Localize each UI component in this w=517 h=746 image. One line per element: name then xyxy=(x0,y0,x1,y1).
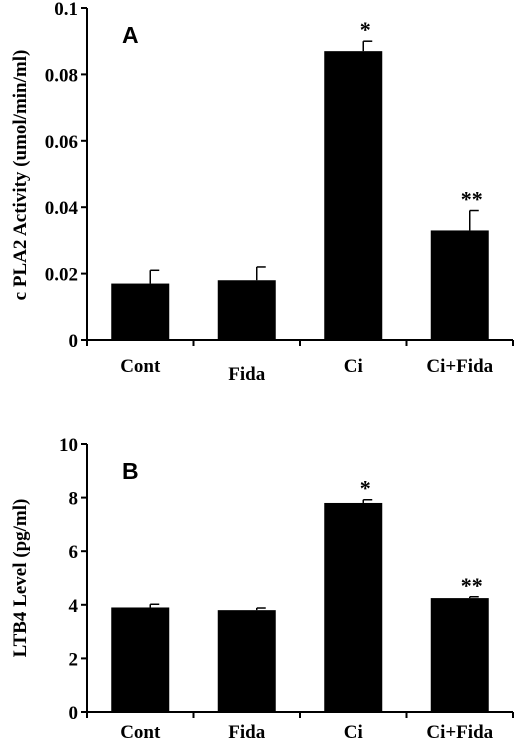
category-label-a: Cont xyxy=(120,356,161,377)
bar-a-fida xyxy=(217,280,276,340)
y-tick-label-a: 0.06 xyxy=(45,132,78,153)
y-tick-label-a: 0.1 xyxy=(54,0,78,20)
category-label-b: Ci+Fida xyxy=(426,722,493,743)
y-tick-label-b: 10 xyxy=(59,435,78,456)
bar-b-fida xyxy=(217,610,276,712)
category-label-a: Ci+Fida xyxy=(426,356,493,377)
y-tick-label-b: 6 xyxy=(69,542,79,563)
y-tick-label-b: 0 xyxy=(69,703,79,724)
y-axis-label-a: c PLA2 Activity (umol/min/ml) xyxy=(10,50,31,301)
y-tick-label-a: 0.08 xyxy=(45,65,78,86)
category-label-b: Cont xyxy=(120,722,161,743)
category-label-a: Fida xyxy=(228,364,265,385)
bar-a-ci-fida xyxy=(430,230,489,340)
bar-b-cont xyxy=(111,607,170,712)
category-label-b: Fida xyxy=(228,722,265,743)
significance-marker-a: ** xyxy=(461,187,483,212)
chart-panel-a: 0 0.02 0.04 0.06 0.08 0.1 Cont Fida * Ci ** Ci+Fida… xyxy=(10,0,514,385)
significance-marker-b: * xyxy=(360,476,371,501)
y-tick-label-a: 0.04 xyxy=(45,198,79,219)
y-tick-label-b: 4 xyxy=(69,596,79,617)
bar-b-ci-fida xyxy=(430,598,489,712)
panel-label-b: B xyxy=(122,458,139,484)
category-label-a: Ci xyxy=(344,356,363,377)
y-axis-label-b: LTB4 Level (pg/ml) xyxy=(10,499,31,658)
bar-a-ci xyxy=(324,51,383,340)
y-tick-label-b: 8 xyxy=(69,489,79,510)
y-tick-label-a: 0.02 xyxy=(45,265,78,286)
bar-b-ci xyxy=(324,502,383,712)
y-tick-label-a: 0 xyxy=(69,331,79,352)
chart-panel-b: 0 2 4 6 8 10 Cont Fida * Ci ** Ci+Fida B LTB4 Level (… xyxy=(10,435,514,743)
significance-marker-b: ** xyxy=(461,573,483,598)
bar-a-cont xyxy=(111,283,170,340)
category-label-b: Ci xyxy=(344,722,363,743)
y-tick-label-b: 2 xyxy=(69,649,79,670)
panel-label-a: A xyxy=(122,22,139,48)
significance-marker-a: * xyxy=(360,17,371,42)
